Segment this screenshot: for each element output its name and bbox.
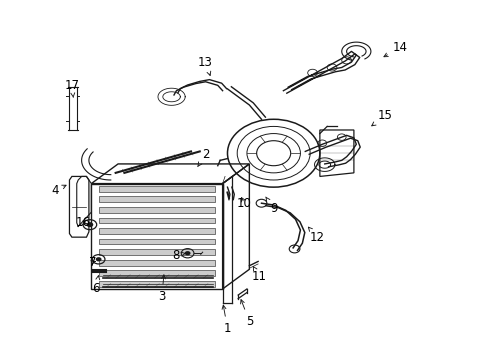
Text: 7: 7 bbox=[89, 256, 96, 269]
Text: 2: 2 bbox=[197, 148, 209, 167]
Text: 10: 10 bbox=[237, 197, 251, 210]
Circle shape bbox=[96, 257, 102, 261]
Polygon shape bbox=[99, 281, 215, 287]
Polygon shape bbox=[99, 217, 215, 223]
Polygon shape bbox=[99, 228, 215, 234]
Polygon shape bbox=[99, 186, 215, 192]
Text: 8: 8 bbox=[172, 248, 185, 261]
Text: 4: 4 bbox=[51, 184, 66, 197]
Polygon shape bbox=[99, 260, 215, 266]
Polygon shape bbox=[99, 270, 215, 276]
Text: 9: 9 bbox=[265, 197, 277, 215]
Circle shape bbox=[184, 251, 190, 255]
Text: 12: 12 bbox=[308, 227, 324, 244]
Text: 11: 11 bbox=[251, 266, 266, 283]
Text: 13: 13 bbox=[198, 55, 213, 76]
Text: 1: 1 bbox=[222, 305, 231, 335]
Text: 16: 16 bbox=[76, 216, 90, 229]
Text: 14: 14 bbox=[383, 41, 407, 57]
Polygon shape bbox=[99, 239, 215, 244]
Polygon shape bbox=[99, 207, 215, 213]
Text: 6: 6 bbox=[92, 276, 100, 296]
Text: 17: 17 bbox=[64, 79, 79, 98]
Polygon shape bbox=[99, 249, 215, 255]
Text: 3: 3 bbox=[158, 275, 165, 303]
Text: 15: 15 bbox=[371, 109, 392, 126]
Text: 5: 5 bbox=[240, 300, 252, 328]
Polygon shape bbox=[99, 197, 215, 202]
Circle shape bbox=[86, 222, 93, 227]
